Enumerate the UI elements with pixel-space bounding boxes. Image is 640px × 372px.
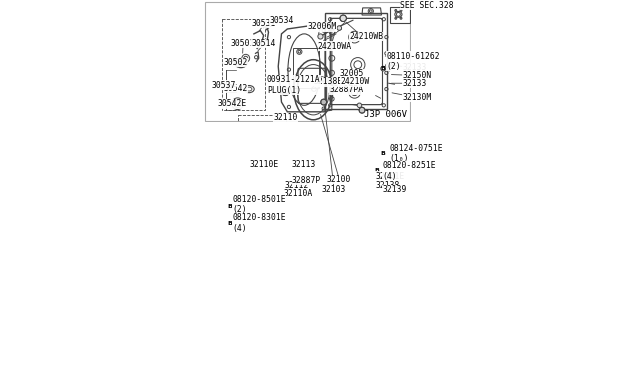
Text: 32887P: 32887P [292, 176, 321, 185]
Text: B: B [381, 151, 385, 156]
Circle shape [228, 204, 232, 208]
Bar [237, 115, 286, 179]
Text: 32150N: 32150N [403, 71, 431, 80]
Text: 30514: 30514 [252, 39, 276, 48]
Text: B: B [228, 221, 232, 227]
Circle shape [357, 103, 362, 108]
Circle shape [272, 124, 275, 126]
Circle shape [241, 154, 243, 157]
Text: 32138: 32138 [376, 182, 400, 190]
Text: 32006M: 32006M [307, 22, 337, 31]
Text: 30501: 30501 [230, 39, 255, 48]
Text: 32101E: 32101E [375, 171, 404, 181]
Text: 32133: 32133 [403, 64, 427, 73]
Text: 32139: 32139 [383, 185, 407, 194]
Text: J3P 006V: J3P 006V [364, 110, 406, 119]
Circle shape [318, 34, 323, 39]
Circle shape [400, 17, 402, 19]
Text: 30542: 30542 [223, 84, 248, 93]
Text: 08124-0751E
(1₀): 08124-0751E (1₀) [389, 144, 443, 163]
Text: 24210W: 24210W [340, 77, 369, 86]
Text: 32110A: 32110A [283, 189, 312, 198]
Circle shape [321, 99, 326, 105]
Text: 30534: 30534 [269, 16, 294, 25]
Text: B: B [228, 203, 232, 209]
Circle shape [319, 77, 324, 82]
Text: 30531: 30531 [252, 19, 276, 28]
Text: 32133: 32133 [403, 79, 427, 88]
Circle shape [395, 17, 397, 19]
Circle shape [340, 15, 346, 22]
Circle shape [272, 154, 275, 157]
Circle shape [381, 66, 385, 71]
Text: 30537: 30537 [212, 81, 236, 90]
Text: 08120-8251E
(4): 08120-8251E (4) [382, 161, 436, 181]
Circle shape [386, 63, 390, 68]
Circle shape [228, 222, 232, 226]
Text: 32100: 32100 [326, 175, 351, 184]
Circle shape [395, 10, 397, 12]
Circle shape [400, 10, 402, 12]
Bar [222, 19, 264, 110]
Text: 08110-61262
(2): 08110-61262 (2) [386, 52, 440, 71]
Text: 24210WA: 24210WA [318, 42, 352, 51]
Text: 08120-8301E
(4): 08120-8301E (4) [232, 213, 285, 232]
Text: B: B [375, 169, 380, 173]
Text: 32103: 32103 [321, 185, 346, 194]
Text: 00931-2121A
PLUG(1): 00931-2121A PLUG(1) [267, 76, 321, 95]
Text: B: B [381, 66, 385, 71]
Text: 32112: 32112 [284, 182, 308, 190]
Circle shape [381, 151, 385, 155]
Circle shape [266, 166, 271, 171]
Text: 32110: 32110 [273, 113, 298, 122]
Text: 30542E: 30542E [217, 99, 246, 108]
Text: 32130M: 32130M [403, 93, 431, 102]
Text: 32887PA: 32887PA [330, 85, 364, 94]
Text: SEE SEC.328: SEE SEC.328 [400, 1, 454, 10]
Text: 32005: 32005 [340, 69, 364, 78]
Text: 32110E: 32110E [250, 160, 279, 169]
Circle shape [241, 124, 243, 126]
Circle shape [282, 88, 289, 96]
Circle shape [337, 26, 342, 30]
Circle shape [359, 107, 365, 113]
Text: 08120-8501E
(2): 08120-8501E (2) [232, 195, 285, 214]
Text: 30502: 30502 [223, 58, 248, 67]
Text: 32113: 32113 [292, 160, 316, 169]
Circle shape [375, 169, 380, 173]
Text: 24210WB: 24210WB [349, 32, 383, 41]
Text: 32138E: 32138E [314, 77, 343, 86]
